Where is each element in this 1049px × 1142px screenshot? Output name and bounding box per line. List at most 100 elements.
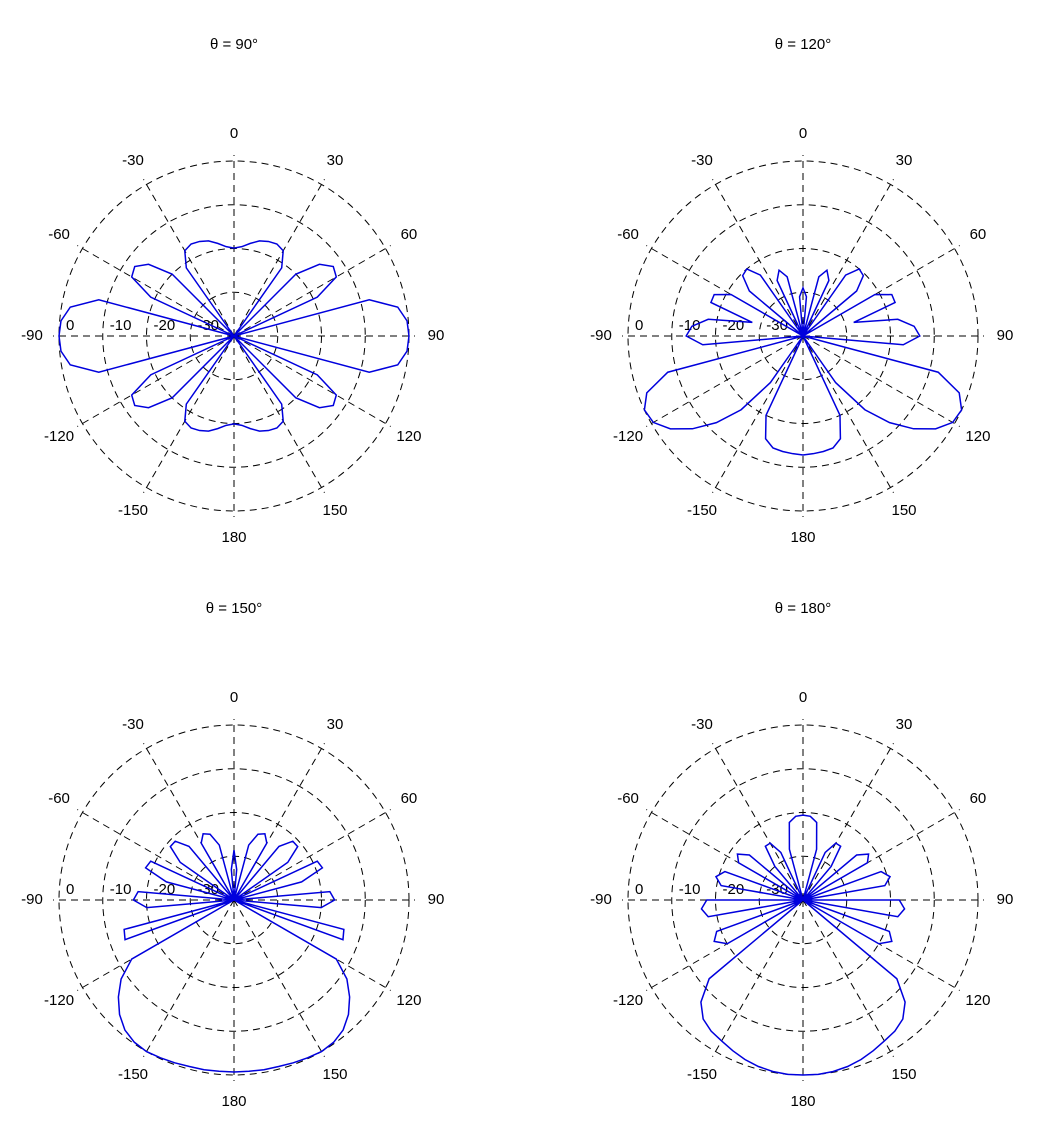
grid-spoke	[712, 899, 804, 1058]
grid-spoke	[233, 245, 392, 337]
theta-tick-label: -60	[48, 790, 70, 807]
theta-tick-label: 90	[428, 327, 445, 344]
r-tick-label: -20	[154, 317, 176, 334]
polar-chart: θ = 150°0 -10 -20 -300306090120150180-150-1…	[21, 600, 444, 1110]
grid-spoke	[645, 335, 804, 427]
theta-tick-label: -30	[122, 716, 144, 733]
r-tick-label: 0	[66, 317, 74, 334]
grid-spoke	[712, 335, 804, 494]
r-tick-label: -20	[723, 881, 745, 898]
r-tick-label: 0	[635, 881, 643, 898]
grid-spoke	[76, 809, 235, 901]
theta-tick-label: 0	[230, 125, 238, 142]
r-tick-label: -10	[679, 317, 701, 334]
theta-tick-label: -150	[687, 1066, 717, 1083]
grid-spoke	[802, 335, 894, 494]
chart-title: θ = 90°	[210, 36, 258, 53]
theta-tick-label: -90	[21, 891, 43, 908]
r-tick-label: 0	[66, 881, 74, 898]
theta-tick-label: 0	[230, 689, 238, 706]
theta-tick-label: 30	[327, 716, 344, 733]
theta-tick-label: 180	[790, 529, 815, 546]
theta-tick-label: -150	[118, 502, 148, 519]
grid-spoke	[233, 335, 325, 494]
theta-tick-label: -150	[118, 1066, 148, 1083]
theta-tick-label: 60	[970, 226, 987, 243]
chart-title: θ = 120°	[775, 36, 831, 53]
pattern-line	[700, 814, 906, 1076]
theta-tick-label: 30	[896, 152, 913, 169]
theta-tick-label: -90	[21, 327, 43, 344]
grid-spoke	[802, 335, 961, 427]
theta-tick-label: 180	[221, 1093, 246, 1110]
theta-tick-label: 30	[896, 716, 913, 733]
grid-spoke	[712, 178, 804, 337]
grid-spoke	[802, 899, 894, 1058]
r-tick-label: -10	[110, 881, 132, 898]
theta-tick-label: 90	[997, 327, 1014, 344]
theta-tick-label: -120	[613, 992, 643, 1009]
theta-tick-label: 150	[891, 502, 916, 519]
r-tick-label: -10	[110, 317, 132, 334]
grid-spoke	[143, 899, 235, 1058]
grid-spoke	[143, 178, 235, 337]
theta-tick-label: 60	[401, 790, 418, 807]
theta-tick-label: -60	[617, 226, 639, 243]
grid-circle	[102, 768, 366, 1032]
theta-tick-label: -90	[590, 891, 612, 908]
theta-tick-label: -30	[122, 152, 144, 169]
grid-spoke	[143, 335, 235, 494]
grid-spoke	[712, 742, 804, 901]
theta-tick-label: 120	[396, 992, 421, 1009]
theta-tick-label: 90	[997, 891, 1014, 908]
grid-spoke	[802, 178, 894, 337]
pattern-line	[643, 268, 963, 456]
grid-spoke	[233, 899, 325, 1058]
theta-tick-label: -60	[617, 790, 639, 807]
polar-chart: θ = 90° 0 -10 -20 -30 0 30 60 90 120 150 180 -150 -12…	[21, 36, 444, 546]
grid-circle	[189, 855, 279, 945]
grid-circle	[189, 291, 279, 381]
theta-tick-label: -60	[48, 226, 70, 243]
theta-tick-label: 120	[396, 428, 421, 445]
grid-spoke	[233, 178, 325, 337]
theta-tick-label: 180	[221, 529, 246, 546]
theta-tick-label: 90	[428, 891, 445, 908]
theta-tick-label: 60	[970, 790, 987, 807]
theta-tick-label: -30	[691, 716, 713, 733]
theta-tick-label: 30	[327, 152, 344, 169]
grid-spoke	[233, 335, 392, 427]
r-tick-label: 0	[635, 317, 643, 334]
grid-circle	[671, 204, 935, 468]
theta-tick-label: -30	[691, 152, 713, 169]
grid-circle	[758, 291, 848, 381]
r-tick-label: -20	[723, 317, 745, 334]
grid-spoke	[802, 742, 894, 901]
theta-tick-label: 120	[965, 992, 990, 1009]
theta-tick-label: 180	[790, 1093, 815, 1110]
r-tick-label: -10	[679, 881, 701, 898]
theta-tick-label: -120	[44, 992, 74, 1009]
grid-spoke	[76, 335, 235, 427]
polar-chart: θ = 120° 0 -10 -20 -30 0 30 60 90 120 150 180 -150 -1…	[590, 36, 1013, 546]
chart-title: θ = 150°	[206, 600, 262, 617]
theta-tick-label: -120	[613, 428, 643, 445]
pattern-line	[58, 240, 410, 432]
theta-tick-label: -150	[687, 502, 717, 519]
theta-tick-label: 120	[965, 428, 990, 445]
chart-title: θ = 180°	[775, 600, 831, 617]
grid-spoke	[76, 245, 235, 337]
grid-circle	[102, 204, 366, 468]
theta-tick-label: 150	[891, 1066, 916, 1083]
theta-tick-label: 0	[799, 125, 807, 142]
theta-tick-label: 150	[322, 1066, 347, 1083]
pattern-line	[117, 832, 351, 1073]
theta-tick-label: 150	[322, 502, 347, 519]
grid-spoke	[233, 809, 392, 901]
theta-tick-label: -120	[44, 428, 74, 445]
theta-tick-label: 0	[799, 689, 807, 706]
grid-circle	[671, 768, 935, 1032]
theta-tick-label: -90	[590, 327, 612, 344]
r-tick-label: -30	[766, 317, 788, 334]
